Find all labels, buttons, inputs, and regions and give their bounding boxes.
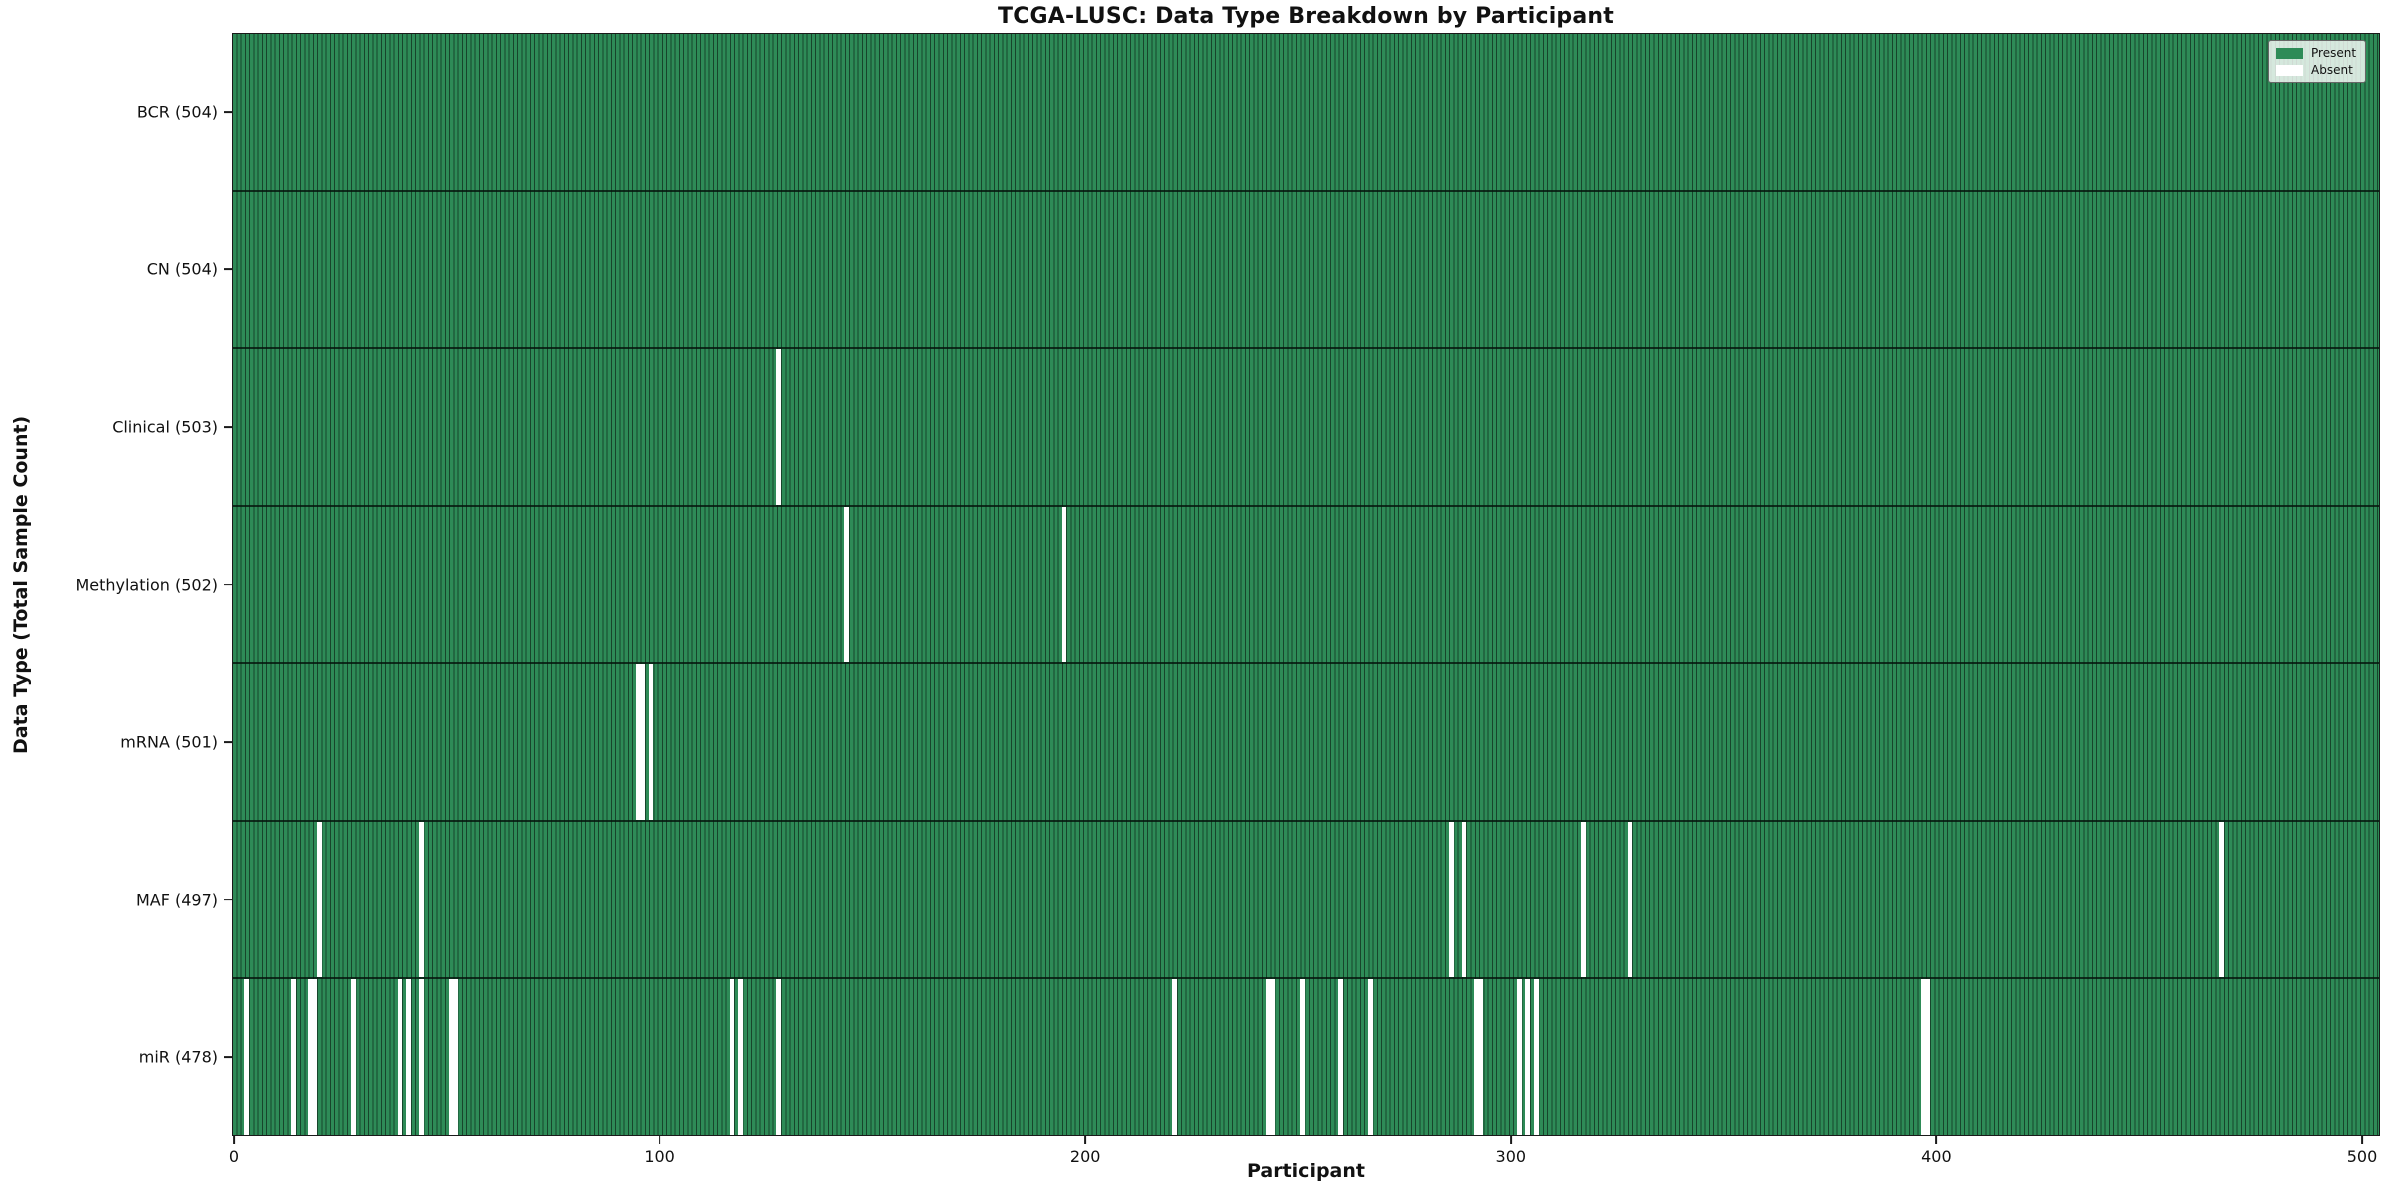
absent-stripe bbox=[1627, 821, 1633, 978]
row-separator bbox=[232, 977, 2380, 980]
legend-label-absent: Absent bbox=[2311, 63, 2353, 77]
absent-stripe bbox=[2219, 821, 2224, 978]
absent-stripe bbox=[1474, 979, 1480, 1135]
absent-stripe bbox=[308, 979, 313, 1135]
x-tick bbox=[1084, 1136, 1087, 1144]
absent-stripe bbox=[738, 979, 743, 1135]
x-tick bbox=[1935, 1136, 1938, 1144]
absent-stripe bbox=[776, 349, 782, 505]
x-tick-label: 100 bbox=[644, 1147, 675, 1166]
row-separator bbox=[232, 189, 2380, 192]
row-cn bbox=[232, 190, 2380, 349]
legend-item-absent: Absent bbox=[2276, 64, 2356, 76]
absent-stripe bbox=[418, 821, 424, 978]
row-methylation bbox=[232, 505, 2380, 664]
absent-stripe bbox=[448, 979, 454, 1135]
absent-stripe bbox=[1270, 979, 1275, 1135]
x-tick-label: 300 bbox=[1495, 1147, 1527, 1166]
absent-stripe bbox=[312, 979, 318, 1135]
absent-stripe bbox=[776, 979, 782, 1135]
y-tick bbox=[224, 110, 232, 113]
absent-stripe bbox=[844, 506, 850, 663]
legend: Present Absent bbox=[2268, 40, 2367, 83]
x-tick bbox=[233, 1136, 235, 1144]
absent-stripe bbox=[452, 979, 458, 1135]
x-tick bbox=[2361, 1136, 2363, 1144]
x-tick-label: 400 bbox=[1921, 1147, 1952, 1166]
y-tick-label: Clinical (503) bbox=[112, 417, 218, 437]
row-separator bbox=[232, 662, 2380, 665]
x-tick-label: 500 bbox=[2346, 1147, 2378, 1166]
x-axis-title: Participant bbox=[1246, 1160, 1365, 1182]
x-tick bbox=[1509, 1136, 1512, 1144]
row-mrna bbox=[232, 663, 2380, 821]
row-maf bbox=[232, 820, 2380, 979]
x-tick-label: 0 bbox=[228, 1147, 240, 1166]
row-separator bbox=[232, 819, 2380, 822]
y-tick bbox=[224, 898, 232, 901]
absent-stripe bbox=[1338, 979, 1343, 1135]
row-mir bbox=[232, 978, 2380, 1136]
absent-stripe bbox=[244, 979, 250, 1135]
absent-stripe bbox=[1516, 979, 1522, 1135]
row-separator bbox=[232, 347, 2380, 350]
absent-stripe bbox=[316, 821, 322, 978]
absent-stripe bbox=[406, 979, 411, 1135]
absent-stripe bbox=[1172, 979, 1177, 1135]
y-tick-label: CN (504) bbox=[146, 259, 218, 279]
absent-stripe bbox=[635, 664, 641, 820]
absent-stripe bbox=[418, 979, 424, 1135]
absent-stripe bbox=[640, 664, 645, 820]
y-tick bbox=[224, 741, 232, 743]
y-tick bbox=[224, 1056, 232, 1059]
y-tick-label: miR (478) bbox=[138, 1047, 218, 1067]
absent-stripe bbox=[648, 664, 654, 820]
legend-item-present: Present bbox=[2276, 47, 2356, 59]
absent-stripe bbox=[1061, 506, 1067, 663]
x-tick-label: 200 bbox=[1069, 1147, 1101, 1166]
y-tick bbox=[224, 583, 232, 586]
absent-stripe bbox=[1299, 979, 1305, 1135]
absent-swatch bbox=[2276, 64, 2303, 76]
y-tick-label: MAF (497) bbox=[135, 890, 218, 910]
y-tick-label: Methylation (502) bbox=[75, 575, 218, 594]
absent-stripe bbox=[729, 979, 735, 1135]
absent-stripe bbox=[1367, 979, 1373, 1135]
absent-stripe bbox=[1925, 979, 1931, 1135]
present-swatch bbox=[2276, 47, 2303, 59]
absent-stripe bbox=[1448, 821, 1454, 978]
x-tick bbox=[658, 1136, 661, 1144]
absent-stripe bbox=[1265, 979, 1271, 1135]
y-tick bbox=[224, 426, 232, 428]
absent-stripe bbox=[397, 979, 403, 1135]
absent-stripe bbox=[1921, 979, 1927, 1135]
plot-area bbox=[232, 33, 2380, 1136]
row-separator bbox=[232, 504, 2380, 507]
absent-stripe bbox=[350, 979, 356, 1135]
absent-stripe bbox=[1478, 979, 1484, 1135]
chart-title: TCGA-LUSC: Data Type Breakdown by Partic… bbox=[997, 4, 1615, 29]
legend-label-present: Present bbox=[2311, 46, 2357, 60]
row-clinical bbox=[232, 348, 2380, 506]
absent-stripe bbox=[1525, 979, 1531, 1135]
row-bcr bbox=[232, 33, 2380, 191]
y-tick-label: BCR (504) bbox=[136, 102, 218, 122]
absent-stripe bbox=[1461, 821, 1467, 978]
y-tick bbox=[224, 268, 232, 271]
absent-stripe bbox=[291, 979, 296, 1135]
absent-stripe bbox=[1580, 821, 1586, 978]
absent-stripe bbox=[1533, 979, 1539, 1135]
y-tick-label: mRNA (501) bbox=[120, 732, 218, 752]
